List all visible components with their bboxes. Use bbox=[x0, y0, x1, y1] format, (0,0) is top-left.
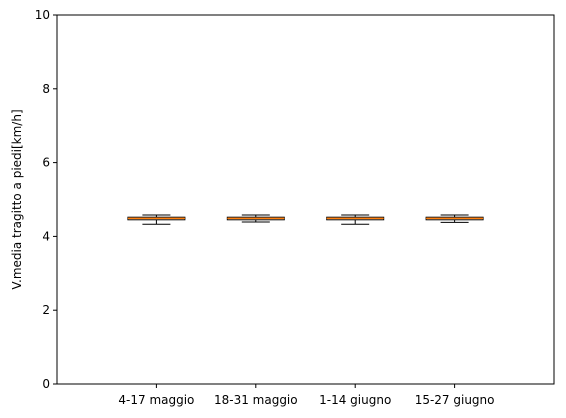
x-tick-label: 4-17 maggio bbox=[118, 393, 194, 407]
plot-frame bbox=[56, 14, 555, 385]
box-2 bbox=[226, 214, 285, 223]
y-tick-label: 0 bbox=[42, 377, 50, 391]
y-tick-label: 8 bbox=[42, 82, 50, 96]
y-tick-label: 10 bbox=[35, 8, 50, 22]
x-tick-label: 1-14 giugno bbox=[319, 393, 391, 407]
box-4 bbox=[425, 214, 484, 223]
y-tick-label: 4 bbox=[42, 229, 50, 243]
box-1 bbox=[127, 214, 186, 225]
x-tick-label: 15-27 giugno bbox=[415, 393, 495, 407]
y-tick-label: 6 bbox=[42, 156, 50, 170]
boxes-layer bbox=[127, 214, 484, 225]
y-axis-label: V.media tragitto a piedi[km/h] bbox=[10, 109, 24, 289]
y-axis: 0 2 4 6 8 10 bbox=[35, 8, 57, 391]
box-3 bbox=[326, 214, 385, 225]
plot-background bbox=[57, 15, 554, 384]
y-tick-label: 2 bbox=[42, 303, 50, 317]
x-axis: 4-17 maggio 18-31 maggio 1-14 giugno 15-27 … bbox=[118, 384, 495, 407]
x-tick-label: 18-31 maggio bbox=[214, 393, 298, 407]
